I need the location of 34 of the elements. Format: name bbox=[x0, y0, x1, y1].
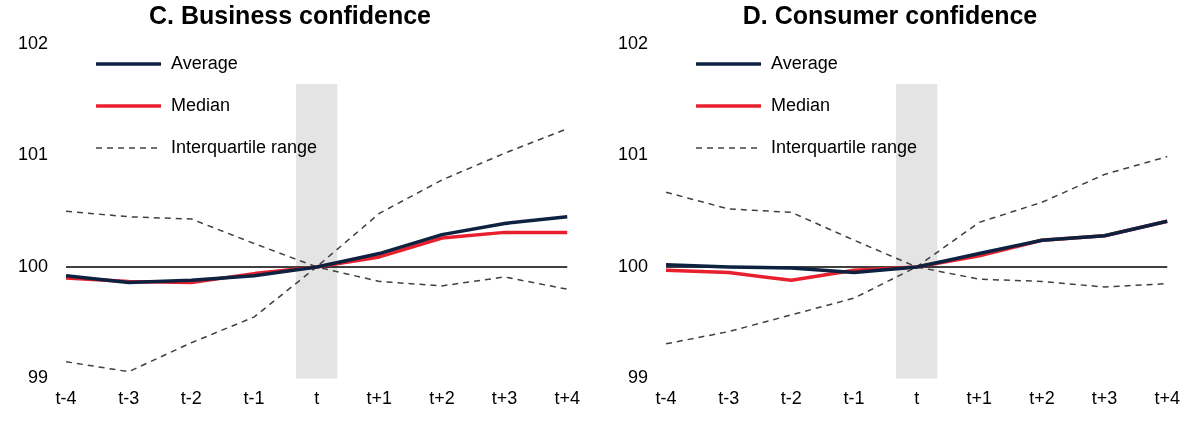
x-tick-label: t bbox=[314, 388, 320, 409]
x-tick-label: t+4 bbox=[554, 388, 580, 409]
x-tick-label: t+2 bbox=[1029, 388, 1055, 409]
legend-label: Average bbox=[171, 52, 238, 73]
x-tick-label: t+4 bbox=[1154, 388, 1180, 409]
x-tick-label: t-4 bbox=[55, 388, 77, 409]
x-tick-label: t-3 bbox=[718, 388, 740, 409]
x-tick-label: t+3 bbox=[491, 388, 518, 409]
y-tick-label: 100 bbox=[617, 255, 649, 276]
y-tick-label: 99 bbox=[628, 367, 649, 388]
x-tick-label: t-1 bbox=[243, 388, 265, 409]
x-tick-label: t+1 bbox=[966, 388, 993, 409]
x-tick-label: t+2 bbox=[429, 388, 455, 409]
x-tick-label: t-2 bbox=[780, 388, 802, 409]
x-tick-label: t-3 bbox=[118, 388, 140, 409]
y-tick-label: 102 bbox=[17, 32, 49, 53]
x-tick-label: t bbox=[914, 388, 920, 409]
legend-label: Median bbox=[171, 94, 231, 115]
chart-title: D. Consumer confidence bbox=[742, 0, 1038, 29]
legend-label: Interquartile range bbox=[171, 136, 318, 157]
y-tick-label: 101 bbox=[617, 144, 649, 165]
x-tick-label: t-2 bbox=[180, 388, 202, 409]
y-tick-label: 100 bbox=[17, 255, 49, 276]
x-tick-label: t+1 bbox=[366, 388, 393, 409]
y-tick-label: 101 bbox=[17, 144, 49, 165]
x-tick-label: t-1 bbox=[843, 388, 865, 409]
legend-label: Interquartile range bbox=[771, 136, 918, 157]
y-tick-label: 99 bbox=[28, 367, 49, 388]
x-tick-label: t-4 bbox=[655, 388, 677, 409]
x-tick-label: t+3 bbox=[1091, 388, 1118, 409]
y-tick-label: 102 bbox=[617, 32, 649, 53]
legend-label: Average bbox=[771, 52, 838, 73]
legend-label: Median bbox=[771, 94, 831, 115]
chart-title: C. Business confidence bbox=[148, 0, 432, 29]
